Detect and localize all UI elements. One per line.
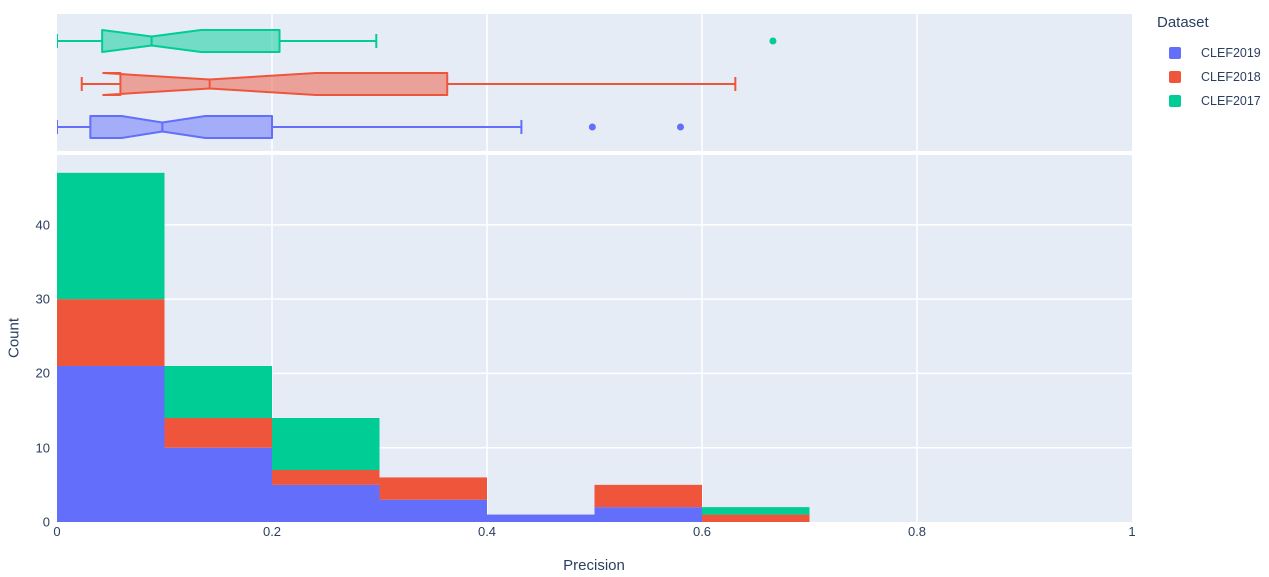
bar-segment-clef2018-bin7[interactable] bbox=[702, 514, 810, 522]
x-tick-label: 0.4 bbox=[477, 524, 497, 539]
bar-segment-clef2018-bin6[interactable] bbox=[594, 484, 703, 508]
box-body[interactable] bbox=[102, 72, 449, 96]
bar-segment-clef2019-bin6[interactable] bbox=[594, 507, 703, 522]
box-plot-panel[interactable] bbox=[57, 14, 1132, 151]
y-axis-title: Count bbox=[5, 317, 23, 359]
outlier-point[interactable] bbox=[769, 37, 777, 45]
x-tick-label: 0 bbox=[53, 524, 61, 539]
box-plot-clef2017[interactable] bbox=[57, 29, 777, 53]
y-tick-label: 40 bbox=[35, 217, 50, 233]
bar-segment-clef2019-bin4[interactable] bbox=[379, 499, 488, 522]
legend: Dataset CLEF2019 CLEF2018 CLEF2017 bbox=[1146, 14, 1266, 113]
legend-item-clef2017[interactable]: CLEF2017 bbox=[1146, 89, 1266, 113]
bar-segment-clef2017-bin2[interactable] bbox=[164, 365, 273, 418]
bar-segment-clef2019-bin3[interactable] bbox=[272, 484, 380, 522]
x-tick-label: 0.6 bbox=[692, 524, 712, 539]
box-body[interactable] bbox=[89, 115, 273, 139]
legend-swatch-clef2019-icon bbox=[1169, 47, 1181, 59]
y-tick-label: 10 bbox=[35, 440, 50, 456]
x-tick-label: 0.2 bbox=[262, 524, 282, 539]
legend-item-label: CLEF2017 bbox=[1201, 94, 1261, 108]
legend-title: Dataset bbox=[1157, 14, 1209, 31]
bar-segment-clef2018-bin1[interactable] bbox=[57, 299, 165, 366]
bar-segment-clef2019-bin1[interactable] bbox=[57, 365, 165, 522]
bar-segment-clef2019-bin2[interactable] bbox=[164, 447, 273, 522]
legend-item-label: CLEF2019 bbox=[1201, 46, 1261, 60]
x-axis-title: Precision bbox=[563, 557, 625, 574]
outlier-point[interactable] bbox=[588, 123, 596, 131]
bar-segment-clef2018-bin2[interactable] bbox=[164, 417, 273, 448]
outlier-point[interactable] bbox=[677, 123, 684, 131]
bar-segment-clef2018-bin3[interactable] bbox=[272, 469, 380, 485]
box-body[interactable] bbox=[101, 29, 281, 53]
legend-item-label: CLEF2018 bbox=[1201, 70, 1261, 84]
y-tick-label: 30 bbox=[35, 291, 50, 307]
histogram-panel[interactable] bbox=[57, 155, 1132, 522]
legend-item-clef2018[interactable]: CLEF2018 bbox=[1146, 65, 1266, 89]
bar-segment-clef2017-bin3[interactable] bbox=[272, 417, 380, 470]
box-plot-clef2018[interactable] bbox=[80, 72, 737, 96]
histogram-canvas[interactable] bbox=[57, 155, 1132, 522]
y-tick-label: 0 bbox=[42, 514, 50, 530]
bar-segment-clef2017-bin1[interactable] bbox=[57, 172, 165, 300]
x-tick-label: 1 bbox=[1128, 524, 1136, 539]
legend-swatch-clef2018-icon bbox=[1169, 71, 1181, 83]
legend-swatch-clef2017-icon bbox=[1169, 95, 1181, 107]
box-plot-canvas[interactable] bbox=[57, 14, 1132, 151]
x-tick-label: 0.8 bbox=[907, 524, 927, 539]
bar-segment-clef2019-bin5[interactable] bbox=[487, 514, 595, 522]
bar-segment-clef2018-bin4[interactable] bbox=[379, 477, 488, 500]
y-tick-label: 20 bbox=[35, 365, 50, 381]
box-plot-clef2019[interactable] bbox=[57, 115, 684, 139]
bar-segment-clef2017-bin7[interactable] bbox=[702, 507, 810, 515]
legend-item-clef2019[interactable]: CLEF2019 bbox=[1146, 41, 1266, 65]
